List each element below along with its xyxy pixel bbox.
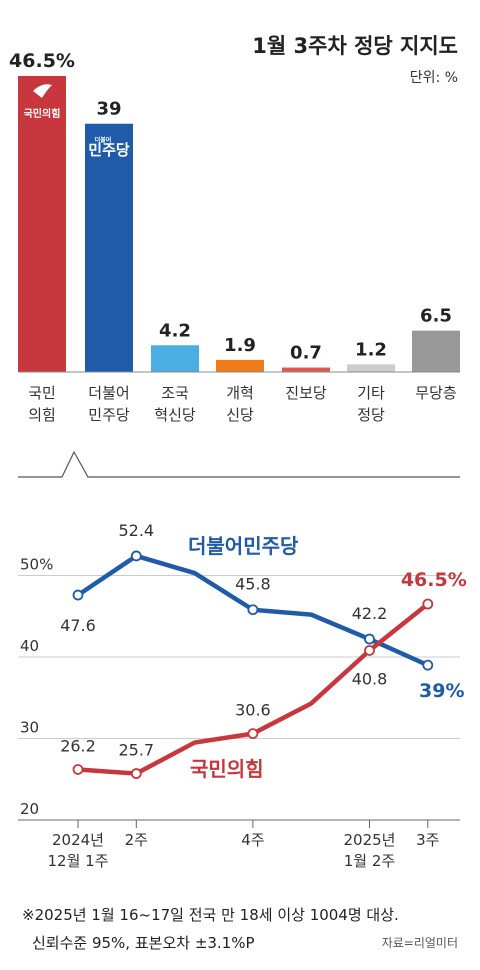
dpk-logo-text: 민주당 xyxy=(88,141,130,159)
bar-value-label-2: 4.2 xyxy=(159,320,191,341)
bar-value-label-0: 46.5% xyxy=(9,50,75,72)
category-label-1-1: 민주당 xyxy=(88,406,130,424)
category-label-0-0: 국민 xyxy=(28,384,56,402)
point-1-3 xyxy=(247,728,259,740)
series-name-label-0: 더불어민주당 xyxy=(188,534,299,558)
y-tick-label-0: 20 xyxy=(20,800,39,818)
bar-2 xyxy=(151,345,199,372)
bar-chart: 46.5%국민의힘39더불어민주당4.2조국혁신당1.9개혁신당0.7진보당1.… xyxy=(9,50,460,478)
survey-note-line1: ※2025년 1월 16~17일 전국 만 18세 이상 1004명 대상. xyxy=(22,906,399,924)
y-tick-label-1: 30 xyxy=(20,719,39,737)
y-tick-label-2: 40 xyxy=(20,637,39,655)
point-label-0-5: 42.2 xyxy=(352,604,388,623)
point-0-3 xyxy=(247,604,259,616)
point-label-1-6: 46.5% xyxy=(401,569,467,591)
point-1-1 xyxy=(130,768,142,779)
category-label-6-0: 무당층 xyxy=(415,384,456,402)
x-tick-label-0-1: 12월 1주 xyxy=(48,852,109,870)
bar-5 xyxy=(347,364,395,372)
point-0-6 xyxy=(422,659,434,671)
category-label-1-0: 더불어 xyxy=(88,384,129,402)
point-0-0 xyxy=(72,589,84,601)
category-label-3-0: 개혁 xyxy=(226,384,254,402)
series-name-label-1: 국민의힘 xyxy=(190,757,264,781)
bar-0 xyxy=(18,76,66,372)
bar-3 xyxy=(216,359,264,372)
x-tick-label-4-0: 3주 xyxy=(416,831,439,849)
line-chart: 20 30 40 50% 2024년 12월 1주 2주 4주 2025년 1월 2주 3주 47.6… xyxy=(18,521,467,870)
bar-4 xyxy=(282,367,330,372)
point-1-0 xyxy=(72,764,84,775)
point-label-1-1: 25.7 xyxy=(118,741,154,760)
pointer-connector xyxy=(18,450,460,478)
category-label-5-0: 기타 xyxy=(357,384,385,402)
x-tick-label-3-0: 2025년 xyxy=(344,831,396,849)
bar-6 xyxy=(412,330,460,372)
point-label-1-0: 26.2 xyxy=(60,736,96,755)
category-label-0-1: 의힘 xyxy=(28,406,56,424)
point-label-1-3: 30.6 xyxy=(235,701,271,720)
bar-value-label-5: 1.2 xyxy=(355,339,387,360)
category-label-2-1: 혁신당 xyxy=(154,406,196,424)
category-label-2-0: 조국 xyxy=(161,384,189,402)
bar-value-label-1: 39 xyxy=(96,99,121,120)
x-tick-label-0-0: 2024년 xyxy=(52,831,104,849)
category-label-5-1: 정당 xyxy=(357,406,385,424)
bar-value-label-6: 6.5 xyxy=(420,306,452,327)
bar-value-label-4: 0.7 xyxy=(290,343,322,364)
x-tick-label-1-0: 2주 xyxy=(125,831,148,849)
point-label-0-6: 39% xyxy=(419,680,464,702)
ppp-logo-icon: 국민의힘 xyxy=(24,84,61,120)
point-label-1-5: 40.8 xyxy=(352,669,388,688)
point-label-0-3: 45.8 xyxy=(235,575,271,594)
x-tick-label-2-0: 4주 xyxy=(241,831,264,849)
point-1-5 xyxy=(364,645,375,656)
dpk-logo-small-text: 더불어 xyxy=(95,136,112,144)
point-label-0-0: 47.6 xyxy=(60,616,96,635)
source-label: 자료=리얼미터 xyxy=(382,936,458,950)
survey-note-line2: 신뢰수준 95%, 표본오차 ±3.1%P xyxy=(32,934,255,952)
chart-title: 1월 3주차 정당 지지도 xyxy=(252,34,458,58)
point-label-0-1: 52.4 xyxy=(118,521,154,540)
category-label-3-1: 신당 xyxy=(226,406,254,424)
point-0-1 xyxy=(130,550,142,562)
bar-1 xyxy=(85,123,133,372)
unit-label: 단위: % xyxy=(410,70,458,86)
bar-value-label-3: 1.9 xyxy=(224,335,256,356)
ppp-logo-text: 국민의힘 xyxy=(24,107,61,120)
dpk-logo-icon: 더불어민주당 xyxy=(88,136,130,159)
point-1-6 xyxy=(422,598,434,610)
x-tick-label-3-1: 1월 2주 xyxy=(344,852,395,870)
point-0-5 xyxy=(364,633,375,645)
y-tick-label-3: 50% xyxy=(20,556,53,574)
category-label-4-0: 진보당 xyxy=(285,384,327,402)
